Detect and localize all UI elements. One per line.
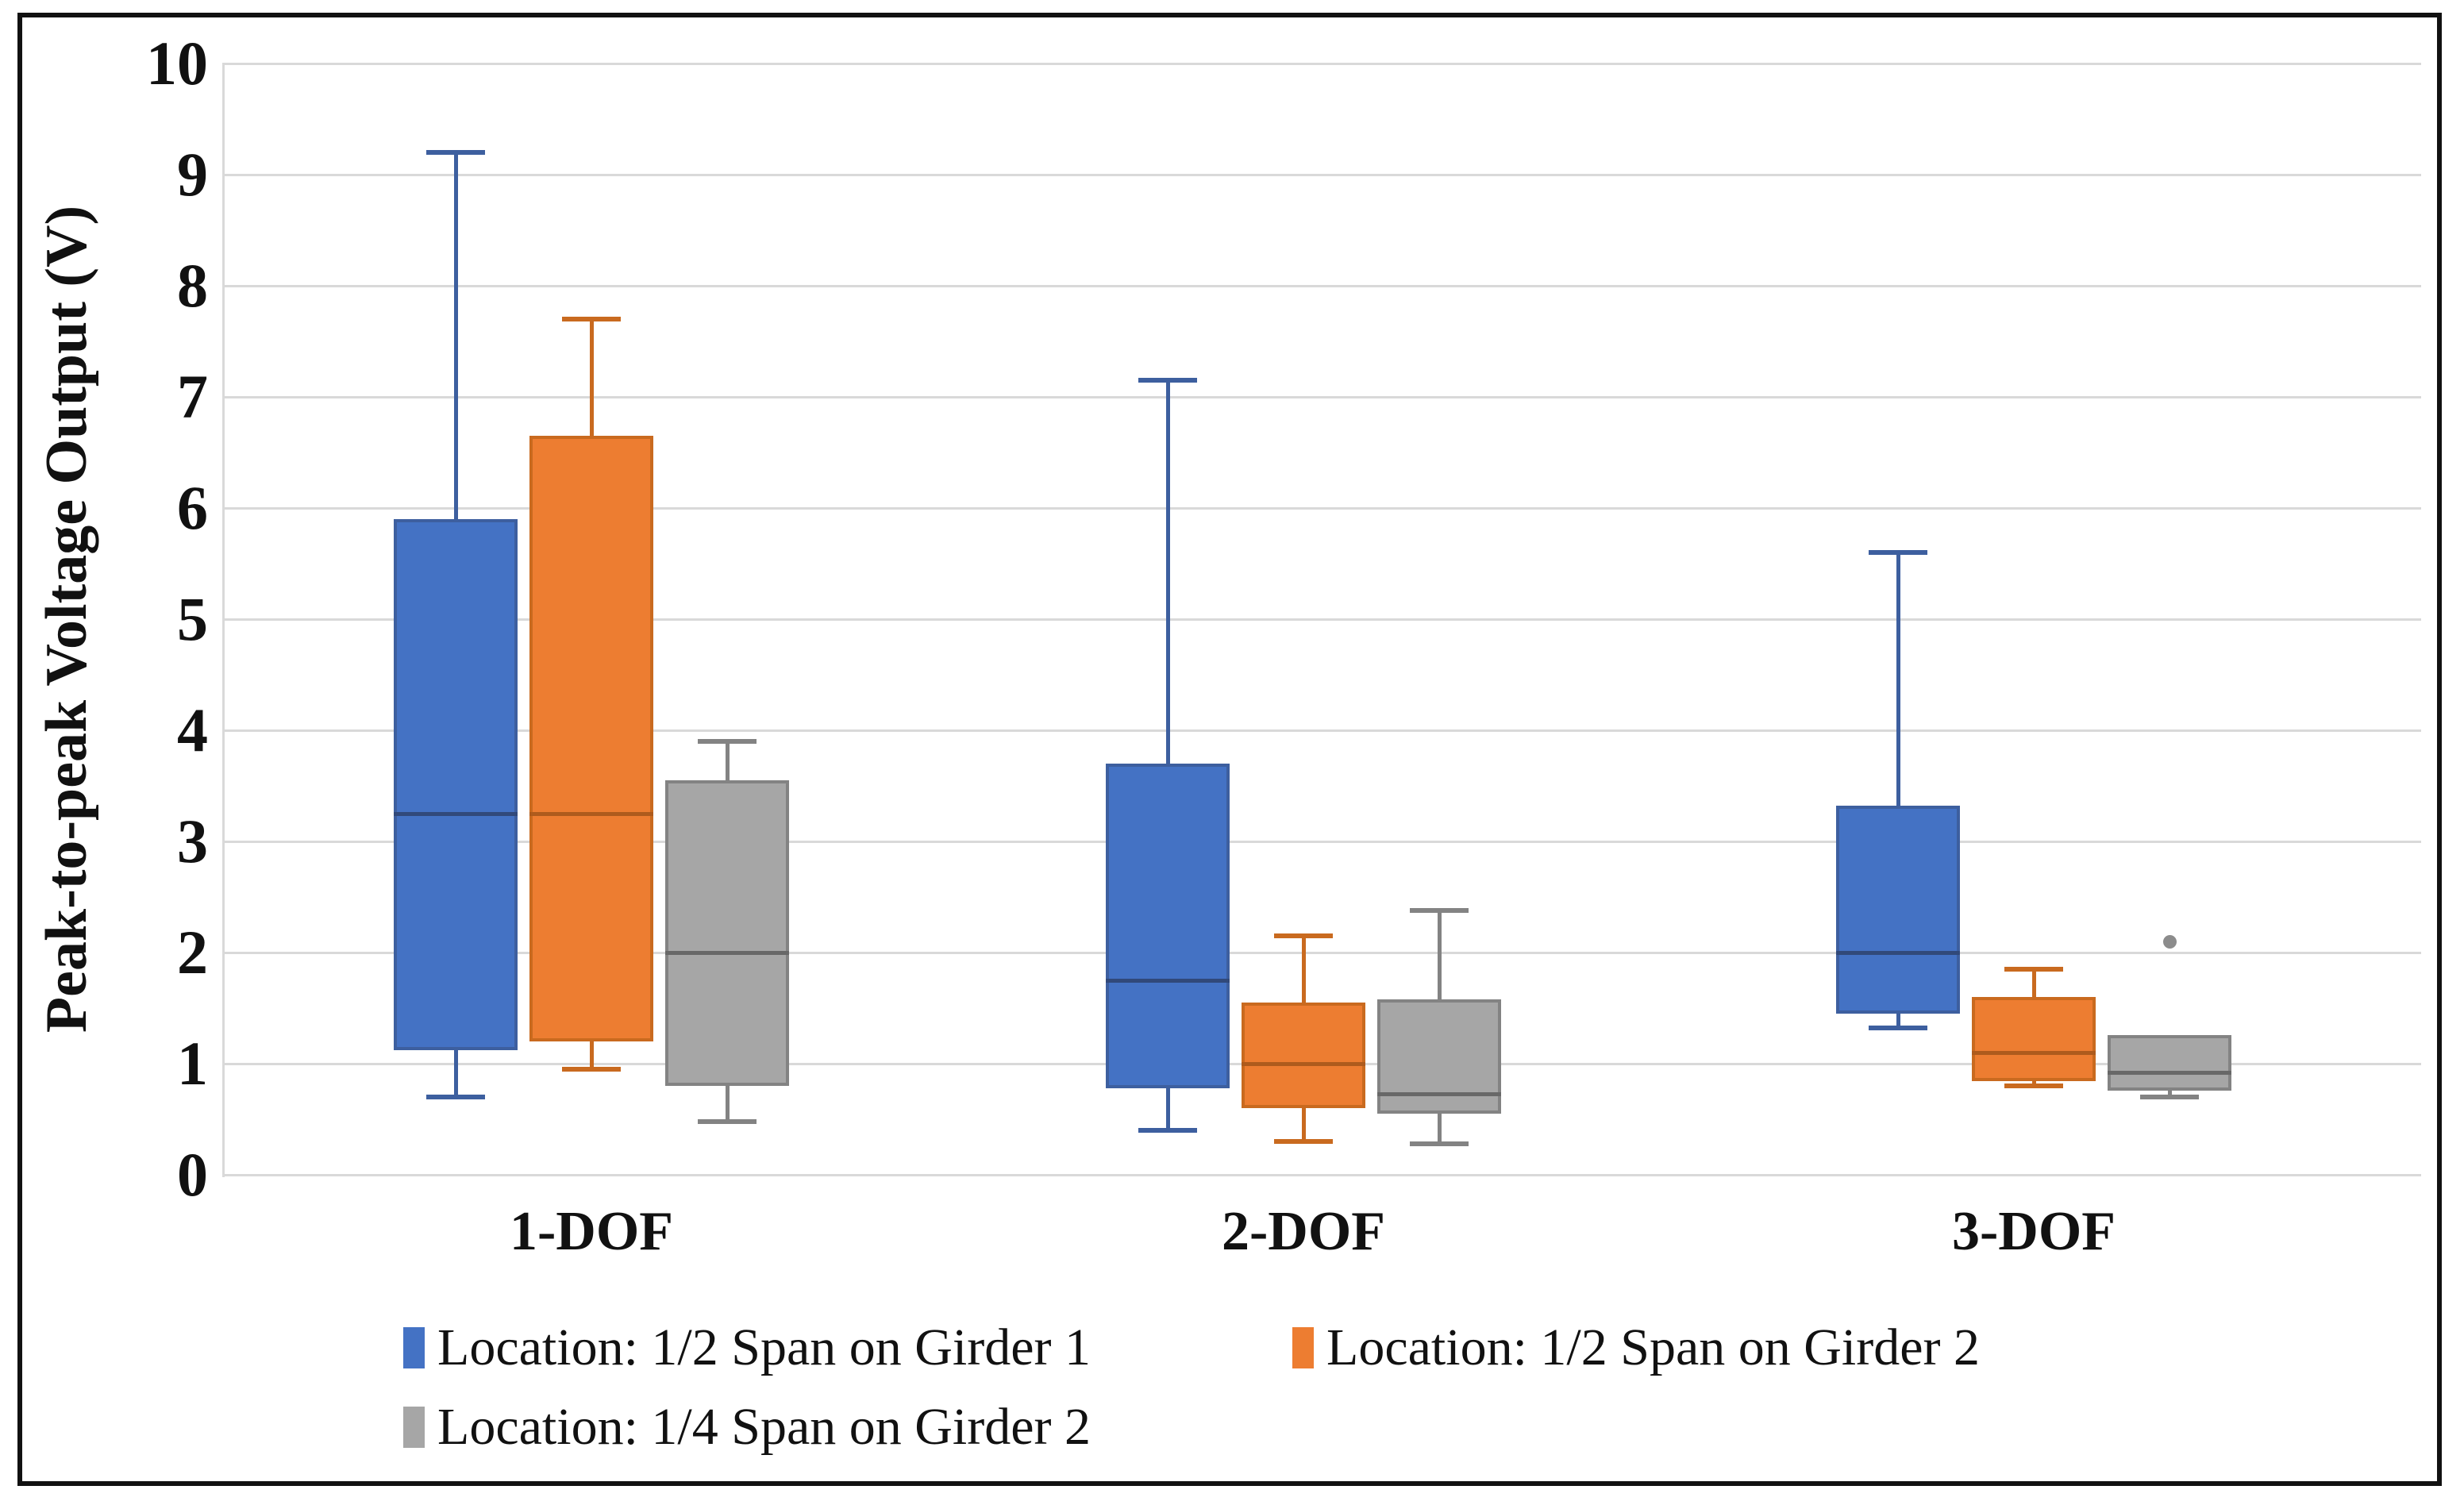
legend-item-series2: Location: 1/2 Span on Girder 2 [1292,1310,1980,1386]
whisker-bottom-cap-series2-3-dof [2004,1084,2063,1088]
whisker-top-cap-series3-2-dof [1410,907,1469,913]
whisker-bottom-cap-series1-2-dof [1138,1128,1197,1133]
x-category-label-3-dof: 3-DOF [1951,1201,2116,1262]
median-series2-2-dof [1242,1062,1365,1066]
legend-swatch-icon [1292,1327,1314,1368]
whisker-top-cap-series1-2-dof [1138,378,1197,383]
whisker-bottom-stem-series3-1-dof [726,1086,730,1122]
x-category-label-1-dof: 1-DOF [509,1201,674,1262]
whisker-bottom-stem-series3-2-dof [1438,1114,1442,1144]
whisker-bottom-stem-series1-1-dof [454,1050,458,1097]
box-series3-3-dof [2108,1034,2231,1091]
whisker-bottom-stem-series1-3-dof [1896,1014,1900,1029]
outlier-series3-3-dof-0 [2163,935,2177,949]
whisker-top-cap-series2-1-dof [562,317,621,321]
box-series1-3-dof [1836,806,1960,1014]
median-series1-2-dof [1106,979,1230,983]
y-axis-line [222,64,225,1177]
whisker-bottom-cap-series2-1-dof [562,1067,621,1072]
y-tick-label-6: 6 [177,473,208,542]
whisker-bottom-stem-series3-3-dof [2168,1090,2172,1097]
gridline-y-7 [222,396,2421,398]
legend-swatch-icon [403,1327,425,1368]
y-tick-label-7: 7 [177,362,208,431]
box-series2-2-dof [1242,1003,1365,1108]
median-series2-1-dof [529,812,653,816]
y-tick-label-4: 4 [177,695,208,764]
whisker-bottom-cap-series2-2-dof [1274,1139,1333,1144]
gridline-y-10 [222,63,2421,65]
whisker-top-cap-series3-1-dof [698,739,757,744]
y-tick-label-9: 9 [177,140,208,209]
box-series3-2-dof [1377,999,1501,1114]
whisker-top-cap-series2-2-dof [1274,933,1333,938]
legend-label: Location: 1/2 Span on Girder 1 [437,1318,1091,1376]
median-series3-3-dof [2108,1071,2231,1076]
y-tick-label-0: 0 [177,1140,208,1209]
gridline-y-9 [222,174,2421,176]
whisker-bottom-cap-series3-3-dof [2140,1095,2199,1099]
y-tick-label-2: 2 [177,918,208,987]
whisker-top-stem-series2-1-dof [590,319,594,436]
whisker-top-stem-series3-1-dof [726,741,730,780]
median-series1-3-dof [1836,951,1960,955]
y-tick-label-1: 1 [177,1029,208,1098]
box-series1-1-dof [394,519,518,1051]
whisker-top-cap-series1-1-dof [426,150,485,155]
legend-swatch-icon [403,1407,425,1448]
legend-item-series1: Location: 1/2 Span on Girder 1 [403,1310,1091,1386]
y-tick-label-3: 3 [177,806,208,876]
legend-label: Location: 1/2 Span on Girder 2 [1326,1318,1981,1376]
median-series3-2-dof [1377,1091,1501,1096]
x-category-label-2-dof: 2-DOF [1221,1201,1386,1262]
gridline-y-5 [222,618,2421,621]
gridline-y-0 [222,1174,2421,1176]
whisker-top-cap-series1-3-dof [1869,550,1927,555]
median-series2-3-dof [1972,1051,2096,1055]
gridline-y-3 [222,841,2421,843]
median-series1-1-dof [394,812,518,816]
whisker-top-stem-series1-2-dof [1166,380,1170,764]
box-series2-3-dof [1972,997,2096,1082]
gridline-y-6 [222,507,2421,510]
whisker-bottom-stem-series1-2-dof [1166,1087,1170,1130]
box-series1-2-dof [1106,764,1230,1088]
gridline-y-8 [222,285,2421,287]
y-tick-label-5: 5 [177,584,208,653]
whisker-bottom-cap-series3-1-dof [698,1118,757,1124]
y-tick-label-8: 8 [177,251,208,320]
whisker-bottom-stem-series2-1-dof [590,1041,594,1069]
whisker-top-stem-series2-2-dof [1302,936,1306,1003]
whisker-bottom-cap-series1-3-dof [1869,1026,1927,1031]
legend-label: Location: 1/4 Span on Girder 2 [437,1398,1091,1456]
whisker-bottom-cap-series3-2-dof [1410,1141,1469,1146]
box-series2-1-dof [529,436,653,1041]
whisker-top-cap-series2-3-dof [2004,967,2063,972]
gridline-y-4 [222,729,2421,732]
box-series3-1-dof [665,780,789,1086]
median-series3-1-dof [665,951,789,955]
gridline-y-2 [222,952,2421,954]
y-tick-label-10: 10 [146,29,208,98]
whisker-top-stem-series2-3-dof [2032,969,2036,997]
legend-item-series3: Location: 1/4 Span on Girder 2 [403,1389,1091,1465]
whisker-bottom-cap-series1-1-dof [426,1095,485,1099]
whisker-top-stem-series1-3-dof [1896,552,1900,806]
whisker-bottom-stem-series2-2-dof [1302,1108,1306,1141]
whisker-top-stem-series1-1-dof [454,152,458,519]
whisker-top-stem-series3-2-dof [1438,910,1442,999]
